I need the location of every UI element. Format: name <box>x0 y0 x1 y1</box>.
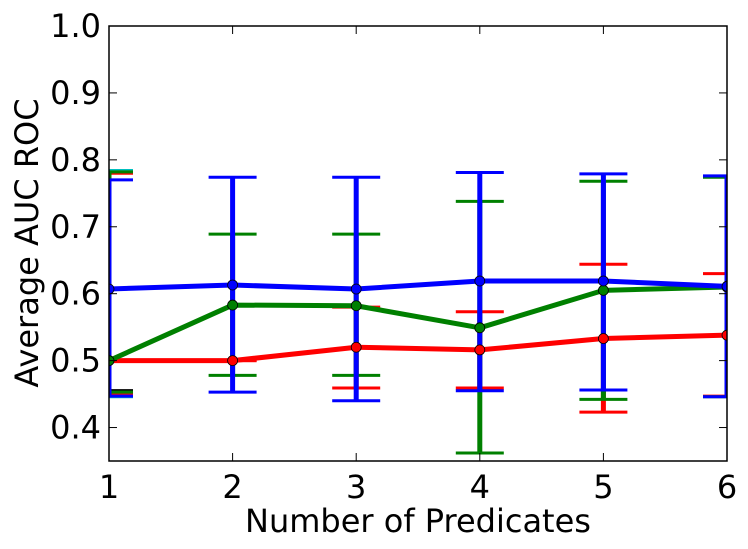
x-tick-label-2: 3 <box>346 468 366 506</box>
x-tick-label-1: 2 <box>222 468 242 506</box>
series-point-0-5 <box>721 280 727 292</box>
series-point-0-3 <box>474 275 486 287</box>
error-bar-s0-5 <box>703 174 727 399</box>
series-point-0-1 <box>227 279 239 291</box>
series-point-2-4 <box>598 333 609 344</box>
series-point-2-1 <box>227 355 239 367</box>
axis-ticks: 1 2 3 4 5 6 0.4 0.5 0.6 0.7 0.8 0.9 1.0 <box>50 7 737 506</box>
series-point-1-1 <box>227 299 239 311</box>
y-tick-label-1: 0.5 <box>50 342 101 380</box>
plot-frame <box>108 25 728 462</box>
error-bar-s0-0 <box>109 178 133 398</box>
series-point-0-0 <box>109 283 115 295</box>
x-tick-label-4: 5 <box>593 468 613 506</box>
x-tick-label-3: 4 <box>470 468 490 506</box>
y-tick-label-2: 0.6 <box>50 275 101 313</box>
series-point-2-3 <box>474 344 486 356</box>
error-bar-s1-0 <box>109 170 133 394</box>
series-point-1-3 <box>474 322 486 334</box>
x-axis-label: Number of Predicates <box>245 502 591 540</box>
series-line-0 <box>109 278 727 292</box>
series-point-2-5 <box>721 329 727 341</box>
series-point-2-2 <box>350 341 362 353</box>
y-tick-label-3: 0.7 <box>50 208 101 246</box>
series-point-0-4 <box>598 275 609 287</box>
y-tick-label-5: 0.9 <box>50 74 101 112</box>
y-tick-label-6: 1.0 <box>50 7 101 45</box>
plot-area <box>109 169 727 455</box>
series-line-1 <box>109 284 727 363</box>
plot-content <box>109 169 727 455</box>
y-tick-label-0: 0.4 <box>50 409 101 447</box>
y-tick-label-4: 0.8 <box>50 141 101 179</box>
series-point-1-2 <box>350 300 362 312</box>
series-point-0-2 <box>350 283 362 295</box>
series-point-1-4 <box>598 284 609 296</box>
x-tick-label-0: 1 <box>99 468 119 506</box>
x-tick-label-5: 6 <box>717 468 737 506</box>
series-line-2 <box>109 332 727 364</box>
y-axis-label: Average AUC ROC <box>8 98 46 387</box>
